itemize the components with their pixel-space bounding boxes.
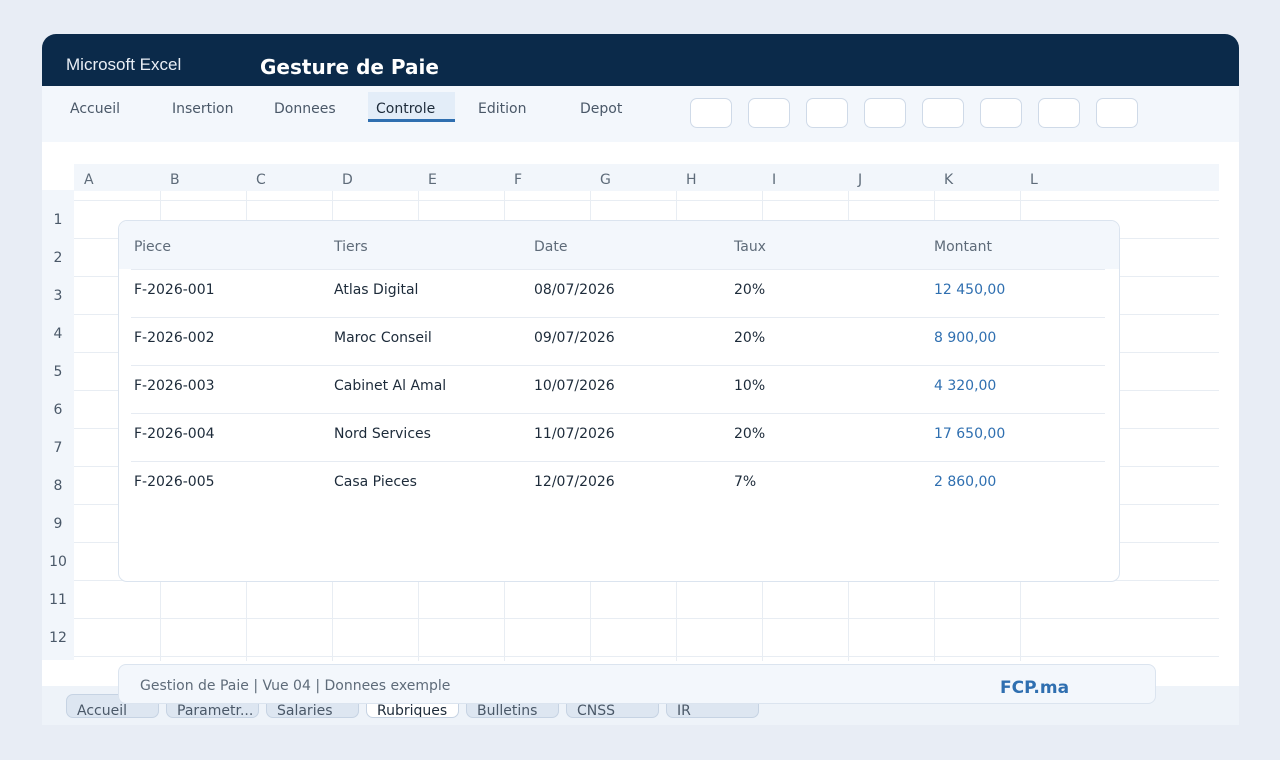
cell-montant: 2 860,00 bbox=[934, 474, 997, 490]
cell-date: 09/07/2026 bbox=[534, 330, 615, 346]
ribbon-tab-donnees[interactable]: Donnees bbox=[274, 101, 336, 117]
app-name: Microsoft Excel bbox=[66, 55, 182, 74]
column-header[interactable]: D bbox=[342, 172, 353, 188]
column-header[interactable]: L bbox=[1030, 172, 1038, 188]
cell-taux: 10% bbox=[734, 378, 766, 394]
cell-date: 08/07/2026 bbox=[534, 282, 615, 298]
table-header: Piece Tiers Date Taux Montant bbox=[119, 221, 1119, 269]
row-header[interactable]: 8 bbox=[53, 478, 63, 494]
header-piece[interactable]: Piece bbox=[134, 239, 171, 255]
row-header[interactable]: 3 bbox=[53, 288, 63, 304]
row-divider bbox=[131, 413, 1105, 414]
ribbon-tab-controle[interactable]: Controle bbox=[368, 92, 455, 122]
cell-tiers: Casa Pieces bbox=[334, 474, 417, 490]
row-header[interactable]: 2 bbox=[53, 250, 63, 266]
table-row[interactable]: F-2026-001 Atlas Digital 08/07/2026 20% … bbox=[131, 269, 1105, 317]
cell-montant: 8 900,00 bbox=[934, 330, 997, 346]
cell-piece: F-2026-003 bbox=[134, 378, 215, 394]
row-divider bbox=[131, 365, 1105, 366]
cell-date: 10/07/2026 bbox=[534, 378, 615, 394]
row-header[interactable]: 5 bbox=[53, 364, 63, 380]
column-header[interactable]: J bbox=[858, 172, 863, 188]
table-row[interactable]: F-2026-005 Casa Pieces 12/07/2026 7% 2 8… bbox=[131, 461, 1105, 509]
spreadsheet-grid: A B C D E F G H I J K L 1 2 3 4 5 6 7 8 … bbox=[42, 142, 1239, 686]
ribbon-tab-edition[interactable]: Edition bbox=[478, 101, 527, 117]
row-header-gutter: 1 2 3 4 5 6 7 8 9 10 11 12 bbox=[42, 190, 74, 660]
excel-window: Microsoft Excel Gesture de Paie Accueil … bbox=[42, 34, 1239, 725]
column-header[interactable]: C bbox=[256, 172, 266, 188]
brand-logo: FCP.ma bbox=[1000, 678, 1070, 698]
toolbar-button-5[interactable] bbox=[922, 98, 964, 128]
toolbar-button-2[interactable] bbox=[748, 98, 790, 128]
cell-date: 11/07/2026 bbox=[534, 426, 615, 442]
cell-tiers: Nord Services bbox=[334, 426, 431, 442]
row-header[interactable]: 10 bbox=[49, 554, 67, 570]
column-header[interactable]: G bbox=[600, 172, 611, 188]
header-montant[interactable]: Montant bbox=[934, 239, 992, 255]
title-bar: Microsoft Excel Gesture de Paie bbox=[42, 34, 1239, 86]
cell-tiers: Cabinet Al Amal bbox=[334, 378, 447, 394]
cell-piece: F-2026-001 bbox=[134, 282, 215, 298]
ribbon-tab-accueil[interactable]: Accueil bbox=[70, 101, 120, 117]
column-header-bar: A B C D E F G H I J K L bbox=[74, 164, 1219, 191]
cell-taux: 20% bbox=[734, 426, 766, 442]
row-header[interactable]: 4 bbox=[53, 326, 63, 342]
cell-montant: 17 650,00 bbox=[934, 426, 1006, 442]
header-taux[interactable]: Taux bbox=[734, 239, 766, 255]
column-header[interactable]: B bbox=[170, 172, 180, 188]
column-header[interactable]: K bbox=[944, 172, 954, 188]
cell-montant: 4 320,00 bbox=[934, 378, 997, 394]
row-divider bbox=[131, 461, 1105, 462]
row-divider bbox=[131, 317, 1105, 318]
cell-piece: F-2026-004 bbox=[134, 426, 215, 442]
cell-tiers: Atlas Digital bbox=[334, 282, 419, 298]
column-header[interactable]: F bbox=[514, 172, 523, 188]
toolbar-button-7[interactable] bbox=[1038, 98, 1080, 128]
ribbon-tab-depot[interactable]: Depot bbox=[580, 101, 623, 117]
footer-text: Gestion de Paie | Vue 04 | Donnees exemp… bbox=[140, 678, 451, 694]
ribbon-tab-insertion[interactable]: Insertion bbox=[172, 101, 234, 117]
row-header[interactable]: 9 bbox=[53, 516, 63, 532]
cell-taux: 20% bbox=[734, 282, 766, 298]
cell-taux: 7% bbox=[734, 474, 757, 490]
header-date[interactable]: Date bbox=[534, 239, 568, 255]
table-row[interactable]: F-2026-002 Maroc Conseil 09/07/2026 20% … bbox=[131, 317, 1105, 365]
footer-info-bar: Gestion de Paie | Vue 04 | Donnees exemp… bbox=[118, 664, 1156, 704]
column-header[interactable]: H bbox=[686, 172, 697, 188]
row-header[interactable]: 11 bbox=[49, 592, 67, 608]
cell-taux: 20% bbox=[734, 330, 766, 346]
row-header[interactable]: 7 bbox=[53, 440, 63, 456]
grid-line bbox=[74, 618, 1219, 619]
cell-montant: 12 450,00 bbox=[934, 282, 1006, 298]
column-header[interactable]: E bbox=[428, 172, 437, 188]
cell-piece: F-2026-005 bbox=[134, 474, 215, 490]
table-row[interactable]: F-2026-003 Cabinet Al Amal 10/07/2026 10… bbox=[131, 365, 1105, 413]
row-divider bbox=[131, 269, 1105, 270]
toolbar-button-4[interactable] bbox=[864, 98, 906, 128]
toolbar-button-1[interactable] bbox=[690, 98, 732, 128]
row-header[interactable]: 12 bbox=[49, 630, 67, 646]
toolbar-button-8[interactable] bbox=[1096, 98, 1138, 128]
toolbar-button-6[interactable] bbox=[980, 98, 1022, 128]
data-table-panel: Piece Tiers Date Taux Montant F-2026-001… bbox=[118, 220, 1120, 582]
cell-piece: F-2026-002 bbox=[134, 330, 215, 346]
cell-date: 12/07/2026 bbox=[534, 474, 615, 490]
ribbon: Accueil Insertion Donnees Controle Editi… bbox=[42, 86, 1239, 142]
grid-line bbox=[74, 656, 1219, 657]
column-header[interactable]: I bbox=[772, 172, 777, 188]
table-row[interactable]: F-2026-004 Nord Services 11/07/2026 20% … bbox=[131, 413, 1105, 461]
cell-tiers: Maroc Conseil bbox=[334, 330, 432, 346]
column-header[interactable]: A bbox=[84, 172, 94, 188]
row-header[interactable]: 6 bbox=[53, 402, 63, 418]
row-header[interactable]: 1 bbox=[53, 212, 63, 228]
document-title: Gesture de Paie bbox=[260, 55, 439, 79]
header-tiers[interactable]: Tiers bbox=[334, 239, 368, 255]
toolbar-button-3[interactable] bbox=[806, 98, 848, 128]
grid-line bbox=[74, 200, 1219, 201]
